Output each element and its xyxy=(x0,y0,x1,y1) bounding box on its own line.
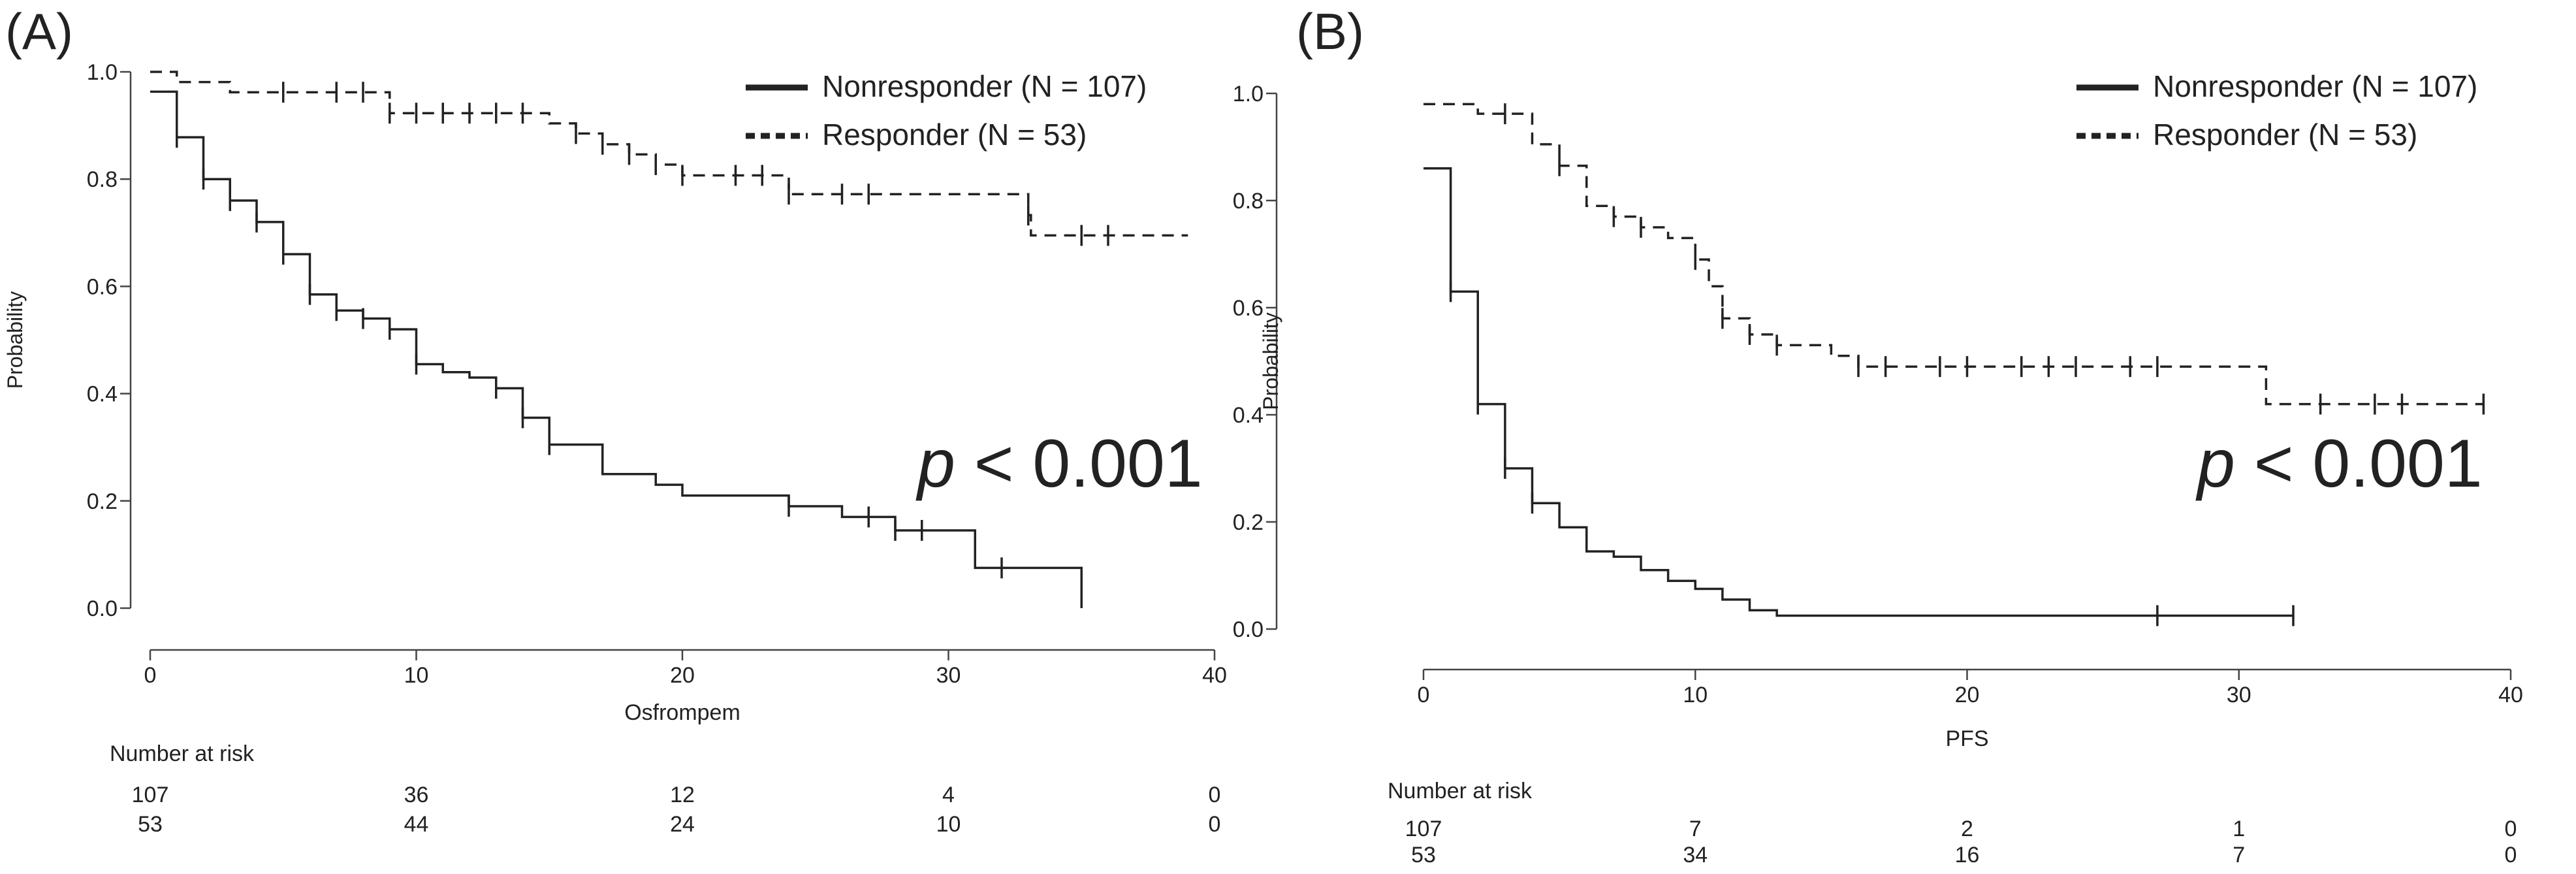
y-tick-label: 0.8 xyxy=(87,167,118,192)
risk-table-cell: 53 xyxy=(1411,843,1436,867)
risk-table-cell: 7 xyxy=(1689,817,1702,841)
panel-label: (B) xyxy=(1296,3,1364,60)
y-tick-label: 1.0 xyxy=(87,60,118,85)
km-curve-responder xyxy=(150,71,1188,237)
p-value-text: < 0.001 xyxy=(955,426,1203,502)
x-tick-label: 20 xyxy=(1955,683,1980,707)
risk-table-cell: 2 xyxy=(1961,817,1973,841)
risk-table-cell: 10 xyxy=(936,812,961,837)
km-curve-nonresponder xyxy=(1423,167,2293,617)
y-axis-label: Probability xyxy=(1259,312,1282,410)
x-tick-label: 10 xyxy=(1683,683,1708,707)
panel-b: (B)0 10 20 30 400.00.20.40.60.81.0PFSProbabi… xyxy=(1233,3,2523,867)
legend-label: Responder (N = 53) xyxy=(822,118,1087,152)
panel-a: (A)0 10 20 30 400.00.20.40.60.81.0OsfrompemP… xyxy=(3,3,1227,837)
y-tick-label: 0.0 xyxy=(1233,617,1264,642)
km-curve-nonresponder xyxy=(150,90,1083,608)
risk-table-cell: 107 xyxy=(1405,817,1442,841)
risk-table-cell: 16 xyxy=(1955,843,1980,867)
p-value-symbol: p xyxy=(2195,426,2235,502)
y-tick-label: 1.0 xyxy=(1233,82,1264,106)
p-value-annotation: p < 0.001 xyxy=(2195,426,2483,502)
risk-table-cell: 1 xyxy=(2233,817,2245,841)
legend-label: Responder (N = 53) xyxy=(2153,118,2417,152)
risk-table-cell: 7 xyxy=(2233,843,2245,867)
y-tick-label: 0.6 xyxy=(1233,296,1264,321)
risk-table-cell: 24 xyxy=(670,812,695,837)
x-tick-label: 0 xyxy=(144,663,157,688)
y-tick-label: 0.8 xyxy=(1233,189,1264,214)
y-tick-label: 0.4 xyxy=(87,382,118,407)
x-tick-label: 30 xyxy=(2227,683,2251,707)
panel-label: (A) xyxy=(5,3,73,60)
y-tick-label: 0.2 xyxy=(1233,510,1264,535)
risk-table-title: Number at risk xyxy=(1388,779,1533,803)
x-tick-label: 40 xyxy=(2498,683,2523,707)
y-tick-label: 0.4 xyxy=(1233,403,1264,428)
risk-table-cell: 0 xyxy=(1209,812,1221,837)
y-axis-label: Probability xyxy=(3,291,27,389)
y-tick-label: 0.6 xyxy=(87,274,118,299)
x-tick-label: 40 xyxy=(1202,663,1227,688)
legend-label: Nonresponder (N = 107) xyxy=(822,69,1147,103)
risk-table-cell: 12 xyxy=(670,783,695,807)
risk-table-cell: 0 xyxy=(1209,783,1221,807)
p-value-annotation: p < 0.001 xyxy=(915,426,1203,502)
risk-table-title: Number at risk xyxy=(110,741,255,766)
risk-table-cell: 34 xyxy=(1683,843,1708,867)
risk-table-cell: 53 xyxy=(138,812,163,837)
x-tick-label: 20 xyxy=(670,663,695,688)
risk-table-cell: 0 xyxy=(2505,817,2517,841)
x-axis-label: PFS xyxy=(1945,726,1988,751)
risk-table-cell: 36 xyxy=(404,783,429,807)
p-value-symbol: p xyxy=(915,426,955,502)
x-axis-label: Osfrompem xyxy=(624,700,740,725)
risk-table-cell: 0 xyxy=(2505,843,2517,867)
p-value-text: < 0.001 xyxy=(2235,426,2483,502)
km-curve-responder xyxy=(1423,103,2484,406)
risk-table-cell: 44 xyxy=(404,812,429,837)
y-tick-label: 0.0 xyxy=(87,596,118,621)
x-tick-label: 0 xyxy=(1418,683,1430,707)
risk-table-cell: 4 xyxy=(942,783,955,807)
risk-table-cell: 107 xyxy=(132,783,169,807)
y-tick-label: 0.2 xyxy=(87,489,118,514)
x-tick-label: 10 xyxy=(404,663,429,688)
legend-label: Nonresponder (N = 107) xyxy=(2153,69,2477,103)
x-tick-label: 30 xyxy=(936,663,961,688)
